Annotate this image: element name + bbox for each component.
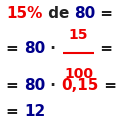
Text: =: = [6,41,24,56]
Text: =: = [95,41,113,56]
Text: 80: 80 [24,41,45,56]
Text: 15: 15 [69,28,88,42]
Text: =: = [99,78,117,93]
Text: =: = [6,104,24,119]
Text: ·: · [45,41,62,56]
Text: 80: 80 [74,6,95,21]
Text: =: = [95,6,113,21]
Text: 12: 12 [24,104,45,119]
Text: 0,15: 0,15 [62,78,99,93]
Text: 80: 80 [24,78,45,93]
Text: ·: · [45,78,62,93]
Text: de: de [43,6,74,21]
Text: 100: 100 [64,67,93,81]
Text: 15%: 15% [6,6,43,21]
Text: =: = [6,78,24,93]
